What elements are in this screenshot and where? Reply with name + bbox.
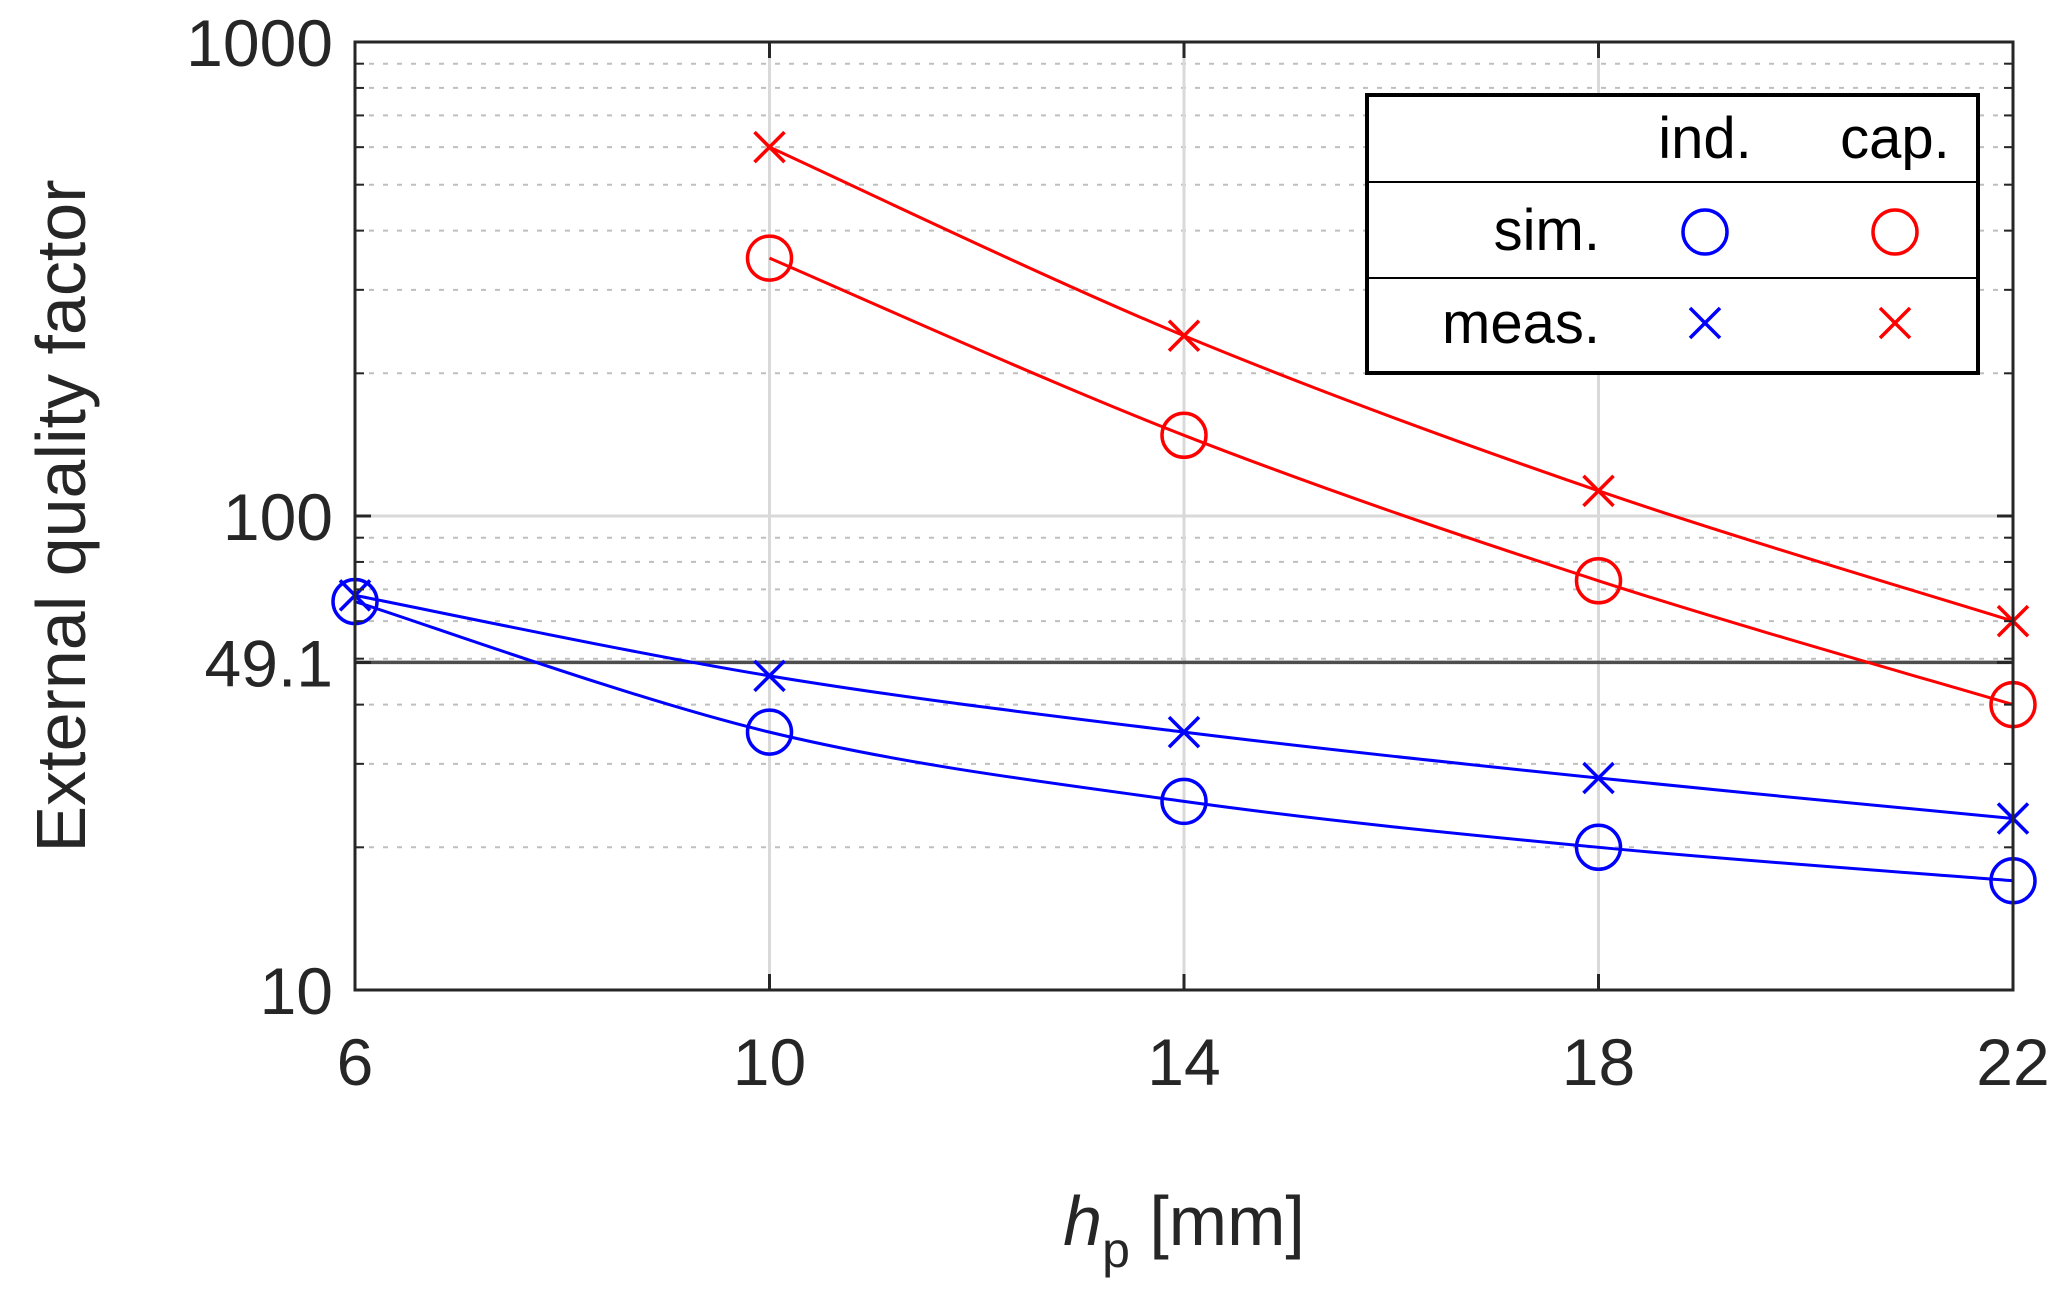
legend-box <box>1365 93 1980 375</box>
y-tick-label: 10 <box>260 954 333 1028</box>
legend-col-header-cap: cap. <box>1840 106 1950 171</box>
legend-row-header-sim: sim. <box>1494 198 1600 263</box>
data-point-ind-meas-stroke <box>1167 715 1201 749</box>
legend-marker-cap-meas-stroke <box>1878 306 1912 340</box>
data-point-cap-meas-stroke <box>1167 319 1201 353</box>
x-axis-label-unit: [mm] <box>1130 1182 1305 1260</box>
data-point-ind-meas <box>1582 761 1615 795</box>
x-axis-label: hp [mm] <box>1063 1182 1305 1278</box>
data-point-ind-sim <box>745 708 794 756</box>
data-point-cap-sim <box>1160 411 1208 460</box>
legend-marker-ind-sim <box>1681 208 1729 256</box>
data-point-ind-sim <box>1160 777 1208 826</box>
legend-marker-cap-meas <box>1878 306 1912 340</box>
data-point-ind-meas-stroke <box>1582 761 1615 795</box>
series-line-cap-sim <box>768 256 2014 707</box>
legend: ind. cap. sim. meas. <box>1365 93 1980 375</box>
series-line-ind-sim <box>354 600 2014 883</box>
data-point-ind-meas <box>753 659 786 693</box>
y-axis-label: External quality factor <box>22 179 100 852</box>
data-point-cap-sim <box>1574 557 1623 605</box>
data-point-cap-sim <box>745 234 794 282</box>
y-tick-label: 100 <box>223 480 333 554</box>
data-point-cap-meas <box>1167 319 1201 353</box>
x-tick-label: 10 <box>733 1025 806 1099</box>
legend-row-header-meas: meas. <box>1442 291 1600 356</box>
data-point-ind-meas <box>1167 715 1201 749</box>
data-point-cap-meas-stroke <box>1582 474 1615 508</box>
data-point-cap-meas <box>753 130 786 164</box>
y-tick-label: 1000 <box>186 6 333 80</box>
x-tick-label: 22 <box>1976 1025 2049 1099</box>
legend-marker-cap-sim <box>1871 208 1919 256</box>
x-axis-label-symbol: h <box>1063 1182 1102 1260</box>
x-tick-label: 14 <box>1147 1025 1220 1099</box>
legend-markers <box>1681 208 1919 340</box>
x-tick-label: 6 <box>337 1025 374 1099</box>
x-axis-label-subscript: p <box>1102 1222 1130 1278</box>
data-point-cap-meas <box>1582 474 1615 508</box>
data-point-cap-meas-stroke <box>753 130 786 164</box>
x-tick-label: 18 <box>1562 1025 1635 1099</box>
data-point-ind-sim <box>1574 823 1623 872</box>
legend-col-header-ind: ind. <box>1658 106 1752 171</box>
legend-marker-ind-meas <box>1688 306 1722 340</box>
series-line-cap-meas <box>768 145 2014 623</box>
data-point-ind-meas-stroke <box>753 659 786 693</box>
y-tick-label: 49.1 <box>205 626 333 700</box>
legend-marker-ind-meas-stroke <box>1688 306 1722 340</box>
